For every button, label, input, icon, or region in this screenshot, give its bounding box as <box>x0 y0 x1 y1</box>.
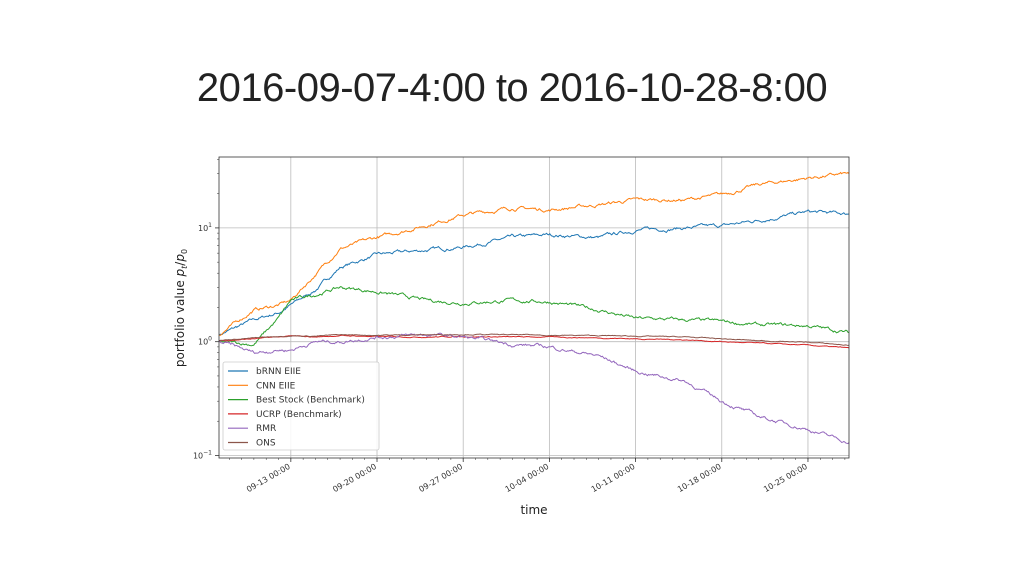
legend-entry: Best Stock (Benchmark) <box>256 396 365 406</box>
y-ticks: 10−1 100 101 <box>193 159 219 460</box>
series-line-rmr <box>219 332 850 445</box>
x-tick-label: 10-04 00:00 <box>504 462 551 494</box>
series-line-ons <box>218 333 850 346</box>
x-tick-label: 09-27 00:00 <box>417 462 464 494</box>
x-ticks: 09-13 00:00 09-20 00:00 09-27 00:00 10-04 0… <box>229 458 846 494</box>
legend-box <box>222 361 380 451</box>
y-axis-label: portfolio value pt/p0 <box>173 249 189 367</box>
y-tick-label: 101 <box>198 222 212 233</box>
grid <box>219 157 849 458</box>
x-tick-label: 10-11 00:00 <box>590 462 637 494</box>
series-line-cnn-eiie <box>218 171 850 336</box>
x-axis-label: time <box>520 503 547 517</box>
series-lines <box>218 171 850 445</box>
legend-entry: ONS <box>256 439 276 449</box>
series-line-best-stock-benchmark- <box>218 286 850 347</box>
x-tick-label: 09-20 00:00 <box>331 462 378 494</box>
legend-entry: CNN EIIE <box>256 381 296 391</box>
x-tick-label: 10-18 00:00 <box>676 462 723 494</box>
legend-entry: RMR <box>256 424 276 434</box>
legend-entry: bRNN EIIE <box>256 367 301 377</box>
x-tick-label: 10-25 00:00 <box>762 462 809 494</box>
x-tick-label: 09-13 00:00 <box>245 462 292 494</box>
y-tick-label: 100 <box>198 336 212 347</box>
legend: bRNN EIIE CNN EIIE Best Stock (Benchmark) U… <box>222 361 380 451</box>
series-line-ucrp-benchmark- <box>219 334 850 349</box>
legend-entry: UCRP (Benchmark) <box>256 410 342 420</box>
y-tick-label: 10−1 <box>193 449 212 460</box>
series-line-brnn-eiie <box>218 209 850 336</box>
slide-title: 2016-09-07-4:00 to 2016-10-28-8:00 <box>196 66 828 110</box>
